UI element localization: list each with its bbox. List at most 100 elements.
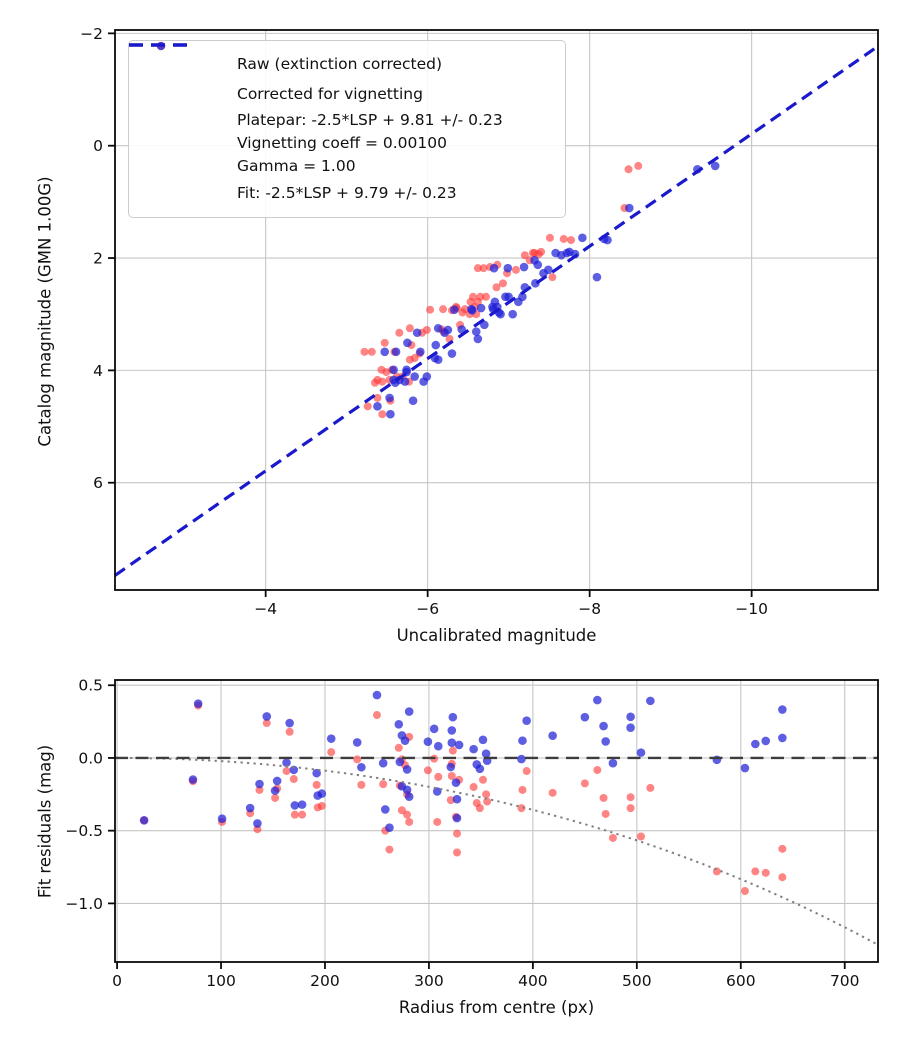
corrected-point [489,263,499,273]
raw-point [446,796,455,805]
raw-point [751,867,760,876]
axes-spines [114,29,879,591]
x-tick-label: 0 [112,972,122,990]
raw-point [548,273,557,282]
x-tick-label: 300 [414,972,444,990]
y-tick-label: 0.0 [78,749,103,767]
raw-point [371,378,380,387]
raw-point [634,161,643,170]
tick-labels: −4 −6 −8 −10 −2 0 2 4 6 [80,25,768,618]
raw-point [479,264,488,273]
x-tick-label: 400 [518,972,548,990]
bottom-plot: 0 100 200 300 400 500 600 700 0.5 0.0 −0.5 −1.0 Radi… [65,677,879,1017]
raw-point [518,785,527,794]
raw-point [262,719,271,728]
raw-point [548,788,557,797]
corrected-point [443,325,453,335]
raw-point [599,793,608,802]
raw-point [448,746,457,755]
corrected-point [480,320,489,330]
corrected-point [357,762,366,772]
corrected-point [452,813,462,823]
corrected-point [448,712,458,722]
legend-raw-label: Raw (extinction corrected) [237,54,443,73]
corrected-point [380,347,390,357]
raw-point [372,711,381,720]
corrected-point [317,789,327,798]
corrected-scatter [373,161,720,419]
raw-point [353,755,362,764]
corrected-point [503,263,513,273]
corrected-point [646,696,655,706]
corrected-point [447,726,457,735]
raw-point [778,844,787,853]
legend-fit-label: Fit: -2.5*LSP + 9.79 +/- 0.23 [237,183,457,202]
legend-row-fit: Fit: -2.5*LSP + 9.79 +/- 0.23 [129,43,565,208]
corrected-point [508,309,517,319]
corrected-point [452,794,462,804]
raw-point [473,264,482,273]
corrected-point [710,161,720,171]
corrected-point [551,248,560,258]
corrected-point [447,349,457,358]
corrected-point [447,738,457,747]
raw-point [312,780,321,789]
corrected-point [471,327,481,336]
corrected-point [626,712,635,722]
raw-scatter [140,701,787,896]
corrected-point [391,347,401,357]
top-y-axis-label: Catalog magnitude (GMN 1.00G) [35,176,55,447]
corrected-point [478,735,488,745]
y-tick-label: 0 [93,137,103,155]
raw-point [327,748,336,757]
corrected-point [496,309,505,319]
corrected-point [429,724,439,734]
vignette-curve [117,757,879,946]
corrected-point [373,402,382,411]
raw-point [423,766,432,775]
corrected-point [626,723,635,733]
tick-marks [108,32,753,597]
corrected-point [450,305,459,315]
corrected-point [272,776,282,786]
raw-point [439,305,448,314]
raw-point [289,775,298,784]
raw-point [447,771,456,780]
y-tick-label: 0.5 [78,677,103,695]
corrected-point [431,340,441,350]
raw-point [492,283,501,292]
corrected-scatter [139,690,787,832]
corrected-point [522,716,531,725]
legend-platepar-line3: Gamma = 1.00 [237,157,356,175]
corrected-point [410,372,419,381]
raw-point [357,780,366,789]
corrected-point [419,377,428,386]
raw-point [483,797,492,806]
raw-point [469,292,478,301]
x-tick-label: −10 [735,600,768,618]
corrected-point [385,393,394,403]
corrected-point [372,690,382,700]
corrected-point [394,719,404,729]
raw-point [593,766,602,775]
corrected-point [518,736,527,745]
raw-point [478,775,487,784]
raw-point [778,873,787,882]
y-tick-label: −2 [80,25,103,43]
corrected-point [433,323,443,333]
corrected-point [544,265,553,275]
corrected-point [282,758,291,767]
corrected-point [402,765,412,774]
corrected-point [389,365,398,375]
corrected-point [593,695,602,705]
raw-point [559,234,568,243]
fit-line [114,44,879,577]
x-tick-label: 200 [310,972,340,990]
corrected-point [270,786,280,795]
corrected-point [386,409,395,419]
corrected-point [473,334,483,344]
x-tick-label: 100 [206,972,236,990]
corrected-point [469,744,478,754]
raw-point [255,785,264,794]
y-tick-label: 4 [93,362,103,380]
